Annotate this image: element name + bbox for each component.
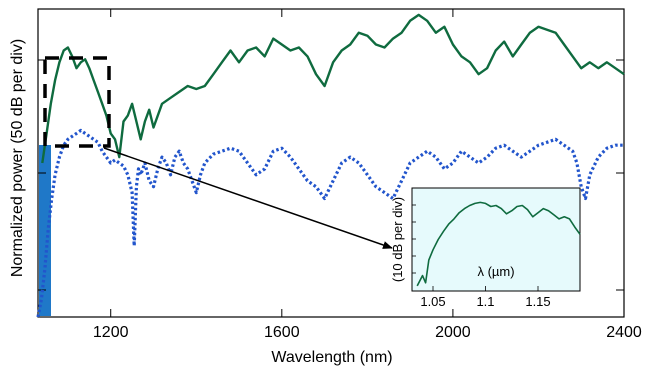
x-tick-label: 2400 — [606, 324, 642, 341]
zoom-region-box — [43, 56, 111, 148]
x-tick-label: 1200 — [93, 324, 129, 341]
inset-y-axis-title: (10 dB per div) — [390, 197, 405, 282]
series-line-solid — [41, 13, 625, 164]
inset-x-tick-label: 1.1 — [476, 294, 494, 309]
inset-series-line — [416, 201, 581, 287]
series-line-dotted — [36, 128, 624, 318]
x-tick-label: 1600 — [264, 324, 300, 341]
inset-frame — [411, 187, 581, 292]
x-axis-title: Wavelength (nm) — [271, 349, 392, 366]
y-axis-title: Normalized power (50 dB per div) — [9, 39, 26, 277]
main-plot-frame — [37, 8, 625, 318]
inset-plot: 1.05 1.1 1.15 λ (µm) (10 dB per div) — [390, 187, 581, 309]
pump-band — [39, 145, 51, 316]
inset-x-tick-label: 1.05 — [420, 294, 445, 309]
x-tick-label: 2000 — [435, 324, 471, 341]
main-plot: 1200 1600 2000 2400 — [36, 8, 642, 341]
axis-labels: Wavelength (nm) Normalized power (50 dB … — [9, 39, 393, 366]
zoom-arrow — [103, 147, 393, 249]
inset-x-tick-label: 1.15 — [525, 294, 550, 309]
inset-x-axis-title: λ (µm) — [477, 264, 514, 279]
